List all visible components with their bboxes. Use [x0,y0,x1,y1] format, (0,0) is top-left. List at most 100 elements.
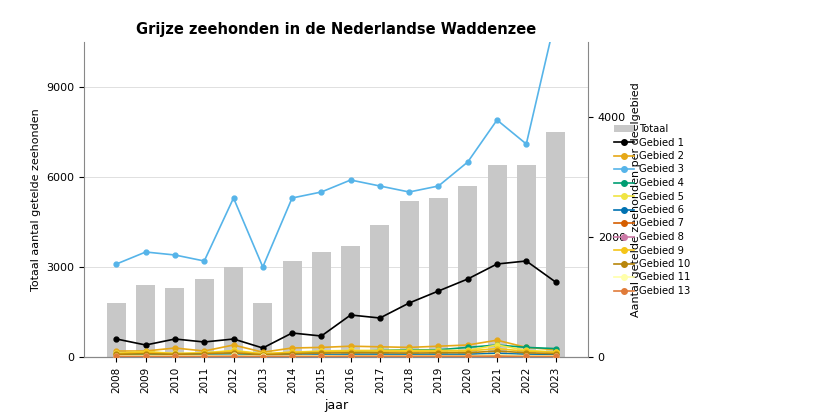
Gebied 10 [170,352,180,357]
Title: Grijze zeehonden in de Nederlandse Waddenzee: Grijze zeehonden in de Nederlandse Wadde… [136,22,536,37]
Gebied 6 [433,352,444,357]
Gebied 7 [404,353,414,358]
Gebied 6 [228,352,239,357]
Gebied 6 [140,353,150,358]
Gebied 7 [199,354,209,359]
Gebied 10 [228,350,239,355]
Gebied 5 [375,348,385,353]
Gebied 8 [375,354,385,359]
Gebied 11 [522,353,532,358]
Gebied 10 [345,350,355,355]
Gebied 10 [433,350,444,355]
Gebied 10 [317,351,327,356]
Gebied 1 [140,342,150,347]
Gebied 9 [199,351,209,356]
Gebied 13 [550,354,560,359]
Gebied 3 [112,262,122,267]
Gebied 7 [345,353,355,358]
Gebied 5 [317,349,327,354]
Gebied 6 [317,352,327,357]
Legend: Totaal, Gebied 1, Gebied 2, Gebied 3, Gebied 4, Gebied 5, Gebied 6, Gebied 7, Ge: Totaal, Gebied 1, Gebied 2, Gebied 3, Ge… [610,120,694,300]
Gebied 3 [228,195,239,200]
Bar [546,132,565,357]
Gebied 9 [228,349,239,354]
Gebied 9 [345,349,355,354]
Gebied 7 [140,354,150,359]
Bar [312,252,331,357]
Gebied 7 [228,354,239,359]
Gebied 10 [492,349,502,354]
Line: Gebied 1: Gebied 1 [114,259,558,350]
Gebied 11 [345,353,355,358]
Gebied 13 [258,354,268,359]
Gebied 11 [404,353,414,358]
Gebied 5 [522,348,532,353]
Gebied 4 [404,347,414,352]
Gebied 8 [522,354,532,359]
Gebied 6 [492,351,502,356]
Gebied 3 [550,16,560,21]
Gebied 1 [492,262,502,267]
Gebied 2 [492,338,502,343]
Gebied 8 [433,354,444,359]
Gebied 2 [345,344,355,349]
Gebied 6 [404,352,414,357]
Gebied 4 [463,345,473,350]
Gebied 2 [112,349,122,354]
Gebied 1 [404,300,414,305]
Gebied 7 [463,353,473,358]
Gebied 5 [287,350,297,355]
Gebied 4 [522,345,532,350]
Line: Gebied 13: Gebied 13 [114,354,558,359]
Gebied 3 [317,189,327,194]
Gebied 8 [258,354,268,359]
Gebied 11 [463,353,473,358]
Gebied 6 [287,353,297,358]
Gebied 3 [199,258,209,263]
Gebied 3 [433,184,444,189]
Gebied 4 [199,352,209,357]
Gebied 7 [112,354,122,359]
Gebied 4 [550,346,560,351]
Gebied 13 [317,354,327,359]
Gebied 8 [463,354,473,359]
Gebied 3 [170,252,180,257]
Gebied 9 [112,351,122,356]
Gebied 11 [433,353,444,358]
Bar [370,225,390,357]
Bar [459,186,477,357]
Gebied 10 [550,351,560,356]
Gebied 11 [170,353,180,358]
Bar [487,165,507,357]
Line: Gebied 10: Gebied 10 [114,349,558,357]
Gebied 5 [199,350,209,355]
Bar [224,267,243,357]
Gebied 5 [433,348,444,353]
Gebied 1 [170,336,180,341]
Line: Gebied 8: Gebied 8 [114,354,558,359]
Gebied 2 [433,344,444,349]
Gebied 13 [404,354,414,359]
Gebied 3 [492,118,502,123]
Gebied 7 [522,354,532,359]
Bar [400,201,418,357]
Gebied 6 [345,352,355,357]
Gebied 10 [287,351,297,356]
Gebied 2 [170,346,180,351]
Gebied 13 [463,354,473,359]
Gebied 9 [522,349,532,354]
Gebied 5 [112,351,122,356]
Gebied 5 [550,349,560,354]
Gebied 11 [375,353,385,358]
Bar [282,261,302,357]
Line: Gebied 5: Gebied 5 [114,343,558,356]
Line: Gebied 9: Gebied 9 [114,346,558,357]
Gebied 3 [404,189,414,194]
Gebied 4 [170,352,180,357]
Y-axis label: Totaal aantal getelde zeehonden: Totaal aantal getelde zeehonden [30,108,40,291]
Gebied 13 [287,354,297,359]
Gebied 13 [199,354,209,359]
Gebied 7 [433,353,444,358]
Gebied 9 [550,350,560,355]
Gebied 10 [375,350,385,355]
